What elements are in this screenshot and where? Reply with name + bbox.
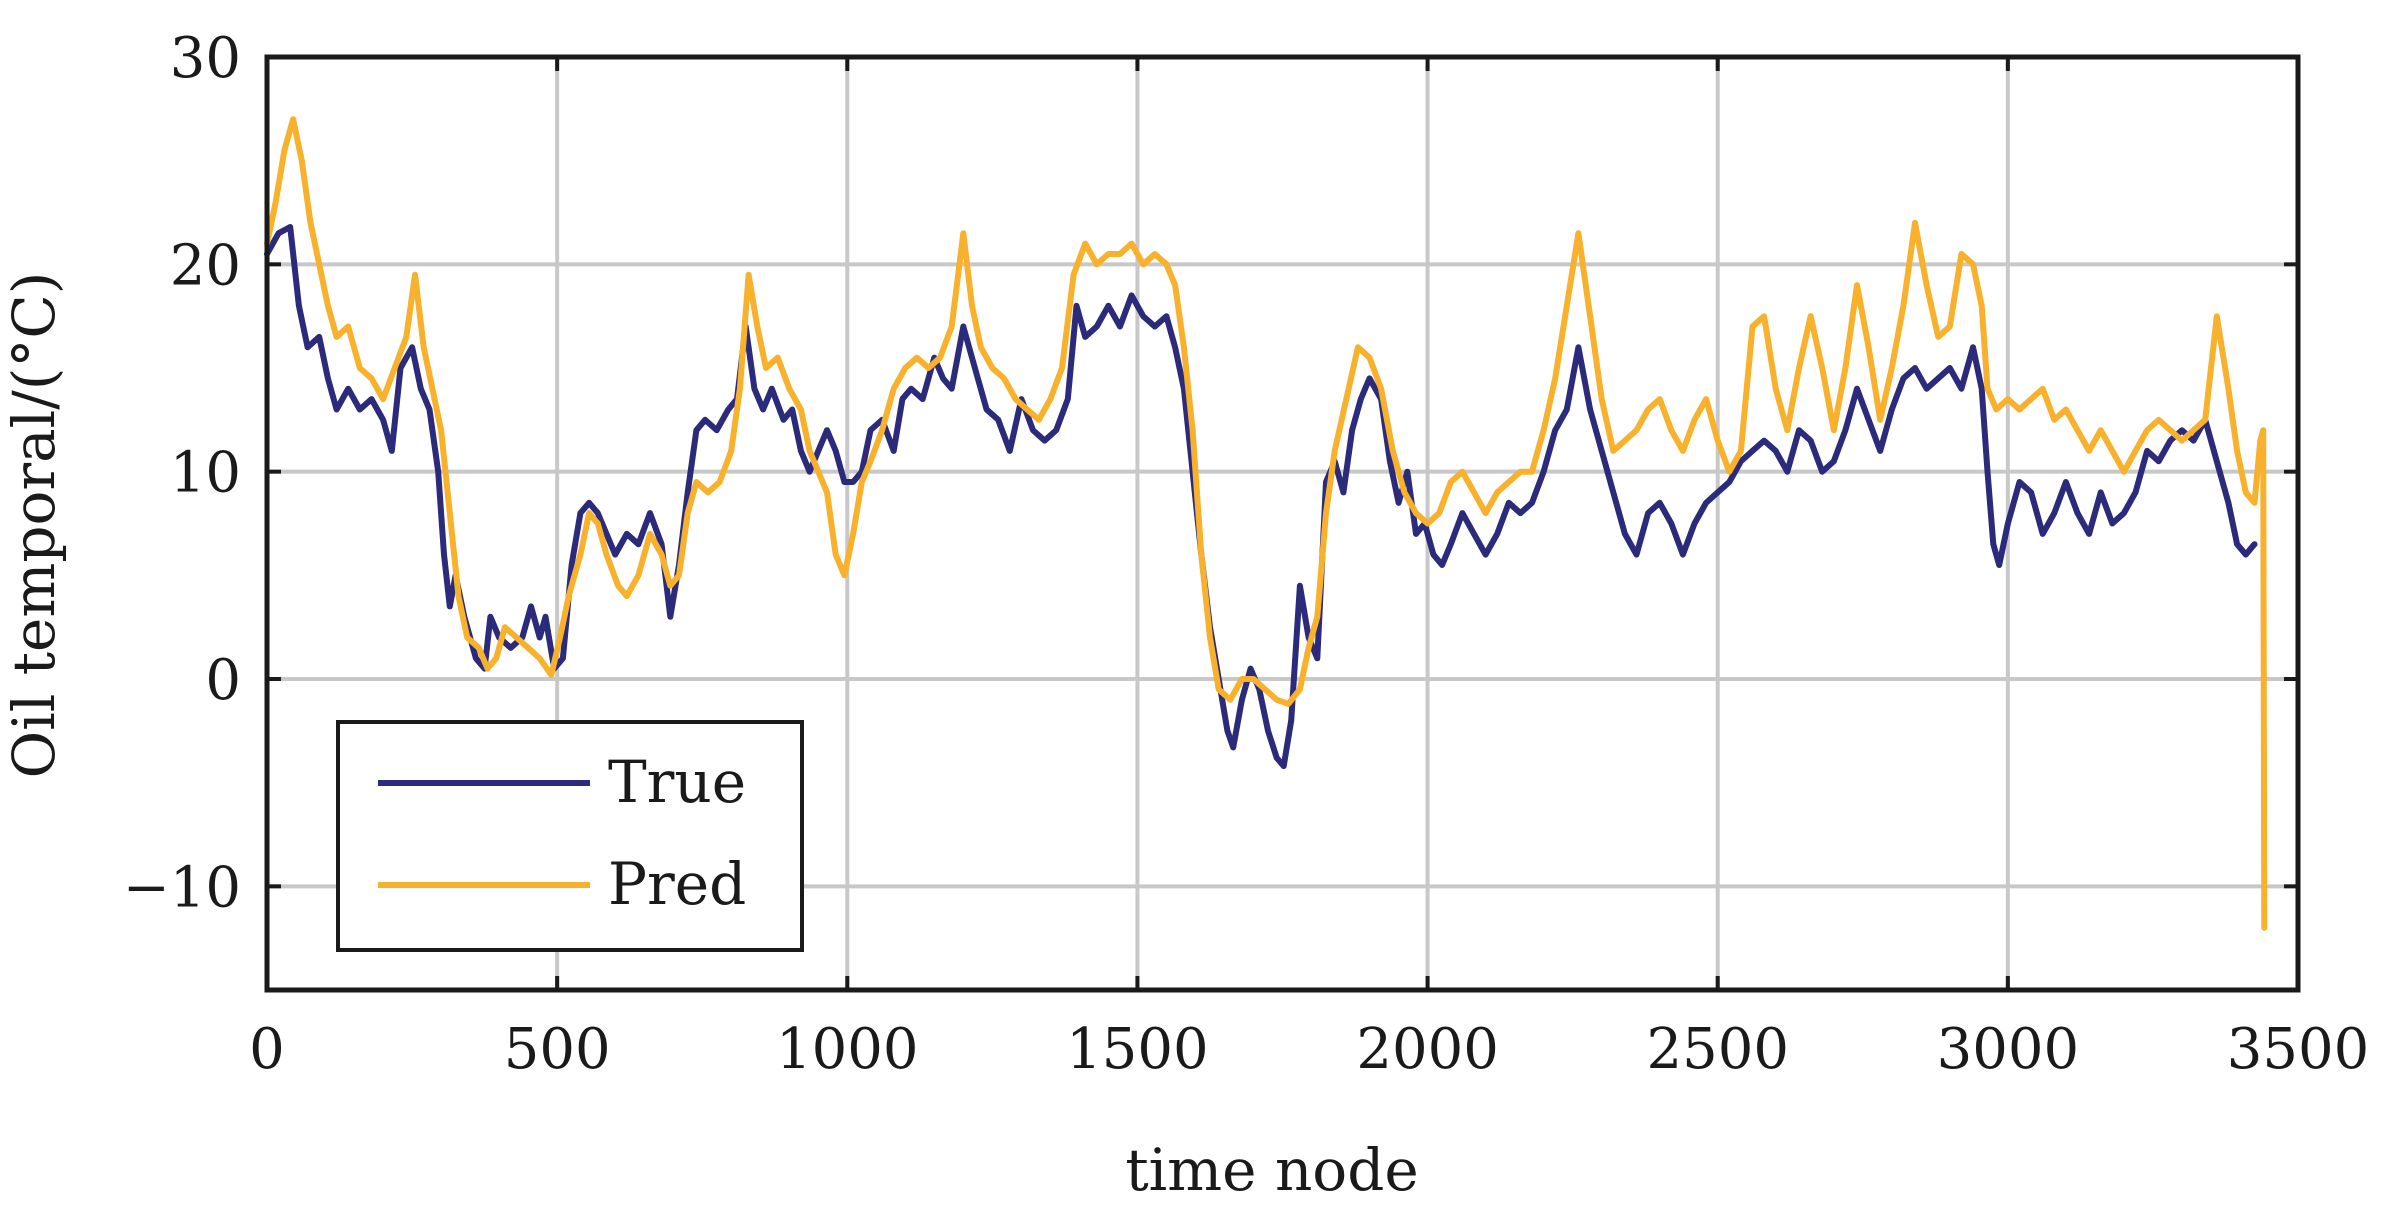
x-tick-label: 3000 (1937, 1017, 2080, 1082)
legend-box (336, 720, 804, 952)
axis-ticks (265, 55, 2300, 990)
y-tick-label: 0 (205, 648, 241, 713)
y-tick-label: −10 (123, 855, 241, 920)
y-axis-label: Oil temporal/(°C) (0, 272, 68, 779)
x-tick-label: 500 (504, 1017, 611, 1082)
x-axis-label: time node (1125, 1136, 1418, 1204)
legend: True Pred (336, 720, 804, 952)
series-layer (264, 116, 2268, 931)
x-tick-label: 2000 (1356, 1017, 1499, 1082)
plot-frame (264, 54, 2301, 993)
x-tick-labels: 0 500 1000 1500 2000 2500 3000 3500 (249, 1017, 2369, 1082)
x-tick-label: 2500 (1646, 1017, 1789, 1082)
y-tick-label: 20 (170, 233, 241, 298)
y-tick-label: 10 (170, 441, 241, 506)
series-line-pred (264, 116, 2268, 931)
x-tick-label: 3500 (2227, 1017, 2370, 1082)
y-tick-labels: −10 0 10 20 30 (123, 26, 241, 920)
x-tick-label: 0 (249, 1017, 285, 1082)
legend-label-true: True (608, 748, 746, 816)
x-tick-label: 1000 (776, 1017, 919, 1082)
y-tick-label: 30 (170, 26, 241, 91)
x-tick-label: 1500 (1066, 1017, 1209, 1082)
legend-label-pred: Pred (608, 850, 746, 918)
